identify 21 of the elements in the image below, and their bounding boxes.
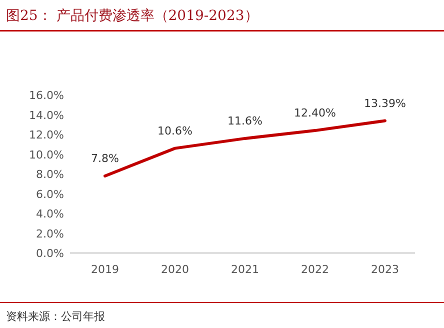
y-tick-label: 6.0% [36,188,64,201]
y-tick-label: 12.0% [29,128,64,142]
data-label: 11.6% [228,114,262,128]
y-tick-label: 14.0% [29,108,64,122]
y-tick-label: 4.0% [36,208,64,220]
x-tick-label: 2019 [91,263,119,276]
x-tick-label: 2022 [301,263,329,276]
text: 资料来源：公司年报 [6,310,105,323]
y-tick-label: 10.0% [29,148,64,162]
y-tick-label: 16.0% [29,89,64,102]
x-tick-label: 2023 [371,263,399,276]
data-label: 13.39% [364,96,406,110]
x-tick-label: 2021 [231,263,259,276]
chart-title: 图25： 产品付费渗透率（2019-2023） [6,8,258,24]
x-tick-label: 2020 [161,263,189,276]
data-label: 7.8% [91,152,119,165]
y-tick-label: 8.0% [36,168,64,181]
y-tick-label: 2.0% [36,227,64,240]
y-tick-label: 0.0% [36,247,64,260]
data-label: 12.40% [294,106,336,120]
data-label: 10.6% [158,124,192,138]
